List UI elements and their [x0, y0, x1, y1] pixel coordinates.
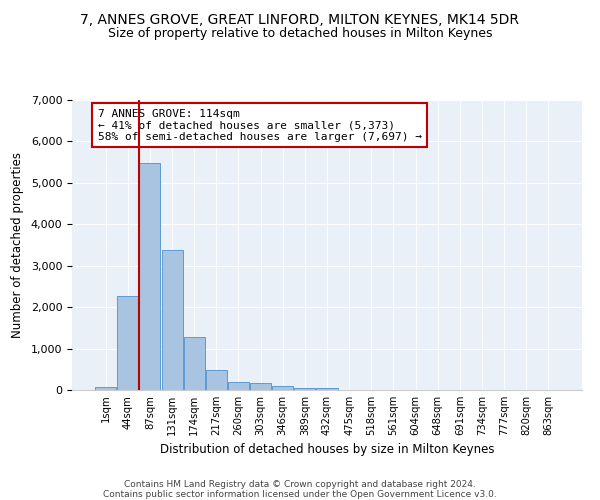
Bar	[95, 387, 116, 390]
Text: 7, ANNES GROVE, GREAT LINFORD, MILTON KEYNES, MK14 5DR: 7, ANNES GROVE, GREAT LINFORD, MILTON KE…	[80, 12, 520, 26]
Bar	[250, 383, 271, 390]
Bar	[139, 163, 160, 390]
Text: Contains HM Land Registry data © Crown copyright and database right 2024.
Contai: Contains HM Land Registry data © Crown c…	[103, 480, 497, 500]
Bar	[206, 370, 227, 390]
Text: 7 ANNES GROVE: 114sqm
← 41% of detached houses are smaller (5,373)
58% of semi-d: 7 ANNES GROVE: 114sqm ← 41% of detached …	[97, 108, 421, 142]
Y-axis label: Number of detached properties: Number of detached properties	[11, 152, 24, 338]
Bar	[295, 388, 316, 390]
Text: Distribution of detached houses by size in Milton Keynes: Distribution of detached houses by size …	[160, 442, 494, 456]
Bar	[184, 336, 205, 390]
Bar	[118, 296, 139, 390]
Bar	[228, 382, 249, 390]
Bar	[161, 250, 182, 390]
Bar	[316, 388, 338, 390]
Text: Size of property relative to detached houses in Milton Keynes: Size of property relative to detached ho…	[108, 28, 492, 40]
Bar	[272, 386, 293, 390]
